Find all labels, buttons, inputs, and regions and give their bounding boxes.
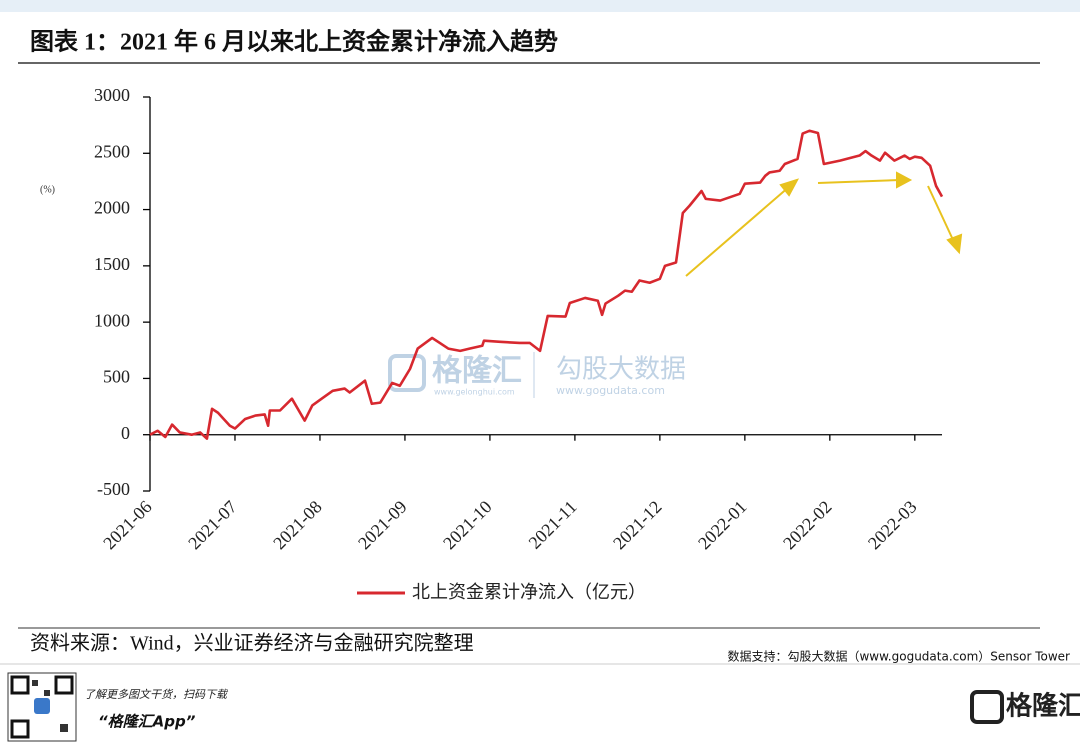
trend-arrows	[685, 171, 963, 277]
y-tick-label: 2500	[94, 141, 130, 161]
y-tick-label: 3000	[94, 85, 130, 105]
y-tick-label: 0	[121, 423, 130, 443]
watermark-brand: 格隆汇	[432, 354, 522, 389]
logo-icon	[970, 690, 1004, 724]
legend-label: 北上资金累计净流入（亿元）	[412, 582, 646, 602]
chart-title: 图表 1：2021 年 6 月以来北上资金累计净流入趋势	[30, 28, 558, 56]
arrow-head	[779, 178, 800, 197]
arrow	[817, 179, 901, 184]
arrow-head	[946, 233, 963, 255]
arrow-head	[896, 171, 913, 189]
y-tick-label: 500	[103, 367, 130, 387]
y-tick-label: 1000	[94, 310, 130, 330]
arrow	[685, 185, 791, 277]
watermark-url: www.gelonghui.com	[434, 388, 515, 397]
qr-finder	[54, 675, 74, 695]
y-tick-label: -500	[97, 479, 130, 499]
data-line	[149, 129, 944, 440]
arrow	[927, 185, 955, 243]
footer-prompt: 了解更多图文干货，扫码下载	[84, 688, 229, 701]
watermark-data-brand: 勾股大数据	[556, 355, 686, 385]
footer-app: “格隆汇App”	[98, 713, 196, 731]
qr-dot	[44, 690, 50, 696]
y-tick-label: 2000	[94, 198, 130, 218]
y-tick-label: 1500	[94, 254, 130, 274]
qr-dot	[60, 724, 68, 732]
watermark-data-url: www.gogudata.com	[556, 384, 665, 397]
top-band	[0, 0, 1080, 12]
qr-dot	[32, 680, 38, 686]
source-note: 资料来源：Wind，兴业证券经济与金融研究院整理	[30, 632, 474, 655]
watermark: 格隆汇 www.gelonghui.com 勾股大数据 www.gogudata…	[388, 352, 686, 398]
qr-finder	[10, 719, 30, 739]
data-support: 数据支持：勾股大数据（www.gogudata.com）Sensor Tower	[727, 649, 1070, 664]
footer-logo: 格隆汇	[1006, 691, 1080, 722]
watermark-icon	[388, 354, 426, 392]
qr-code	[7, 672, 77, 742]
qr-logo	[34, 698, 50, 714]
qr-finder	[10, 675, 30, 695]
y-axis-label: (%)	[40, 184, 55, 195]
